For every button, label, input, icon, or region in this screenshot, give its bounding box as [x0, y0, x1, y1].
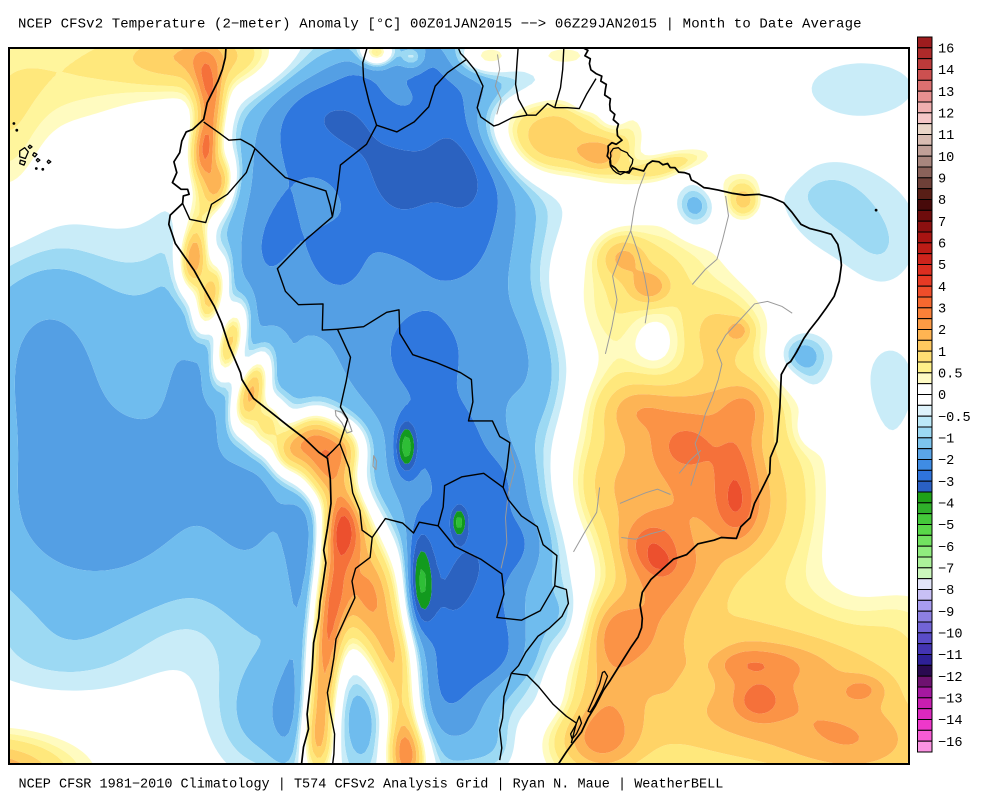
svg-text:−5: −5: [938, 519, 954, 534]
svg-text:−10: −10: [938, 628, 962, 643]
svg-text:14: 14: [938, 64, 954, 79]
svg-text:NCEP CFSv2 Temperature (2−mete: NCEP CFSv2 Temperature (2−meter) Anomaly…: [18, 17, 862, 33]
svg-text:6: 6: [938, 238, 946, 253]
svg-text:−9: −9: [938, 606, 954, 621]
svg-text:−2: −2: [938, 454, 954, 469]
svg-text:0.5: 0.5: [938, 368, 962, 383]
svg-text:−0.5: −0.5: [938, 411, 971, 426]
svg-text:0: 0: [938, 389, 946, 404]
svg-text:−7: −7: [938, 563, 954, 578]
svg-text:−3: −3: [938, 476, 954, 491]
svg-text:−12: −12: [938, 671, 962, 686]
svg-text:−8: −8: [938, 584, 954, 599]
svg-text:−14: −14: [938, 714, 962, 729]
svg-text:11: 11: [938, 129, 954, 144]
svg-text:9: 9: [938, 173, 946, 188]
svg-text:−1: −1: [938, 433, 954, 448]
svg-text:3: 3: [938, 303, 946, 318]
svg-text:7: 7: [938, 216, 946, 231]
svg-text:−13: −13: [938, 693, 962, 708]
svg-text:1: 1: [938, 346, 946, 361]
svg-text:NCEP CFSR 1981−2010 Climatolog: NCEP CFSR 1981−2010 Climatology | T574 C…: [19, 778, 724, 793]
svg-text:8: 8: [938, 194, 946, 209]
svg-text:−11: −11: [938, 649, 962, 664]
svg-text:13: 13: [938, 86, 954, 101]
svg-text:5: 5: [938, 259, 946, 274]
svg-text:10: 10: [938, 151, 954, 166]
svg-text:2: 2: [938, 324, 946, 339]
svg-text:12: 12: [938, 108, 954, 123]
svg-text:−16: −16: [938, 736, 962, 751]
svg-text:4: 4: [938, 281, 946, 296]
svg-text:−6: −6: [938, 541, 954, 556]
svg-text:−4: −4: [938, 498, 954, 513]
svg-text:16: 16: [938, 43, 954, 58]
